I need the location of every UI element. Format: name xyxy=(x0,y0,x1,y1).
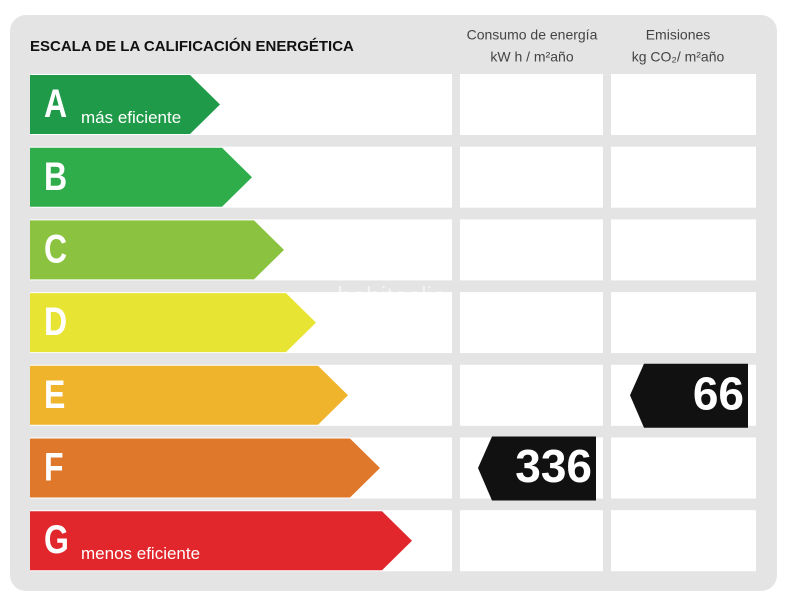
column-title: Consumo de energía xyxy=(467,27,598,43)
rating-arrow xyxy=(30,365,348,425)
value-text: 336 xyxy=(515,440,592,492)
value-tag xyxy=(630,363,748,428)
cell xyxy=(611,219,756,281)
cell xyxy=(460,146,603,208)
rating-letter: G xyxy=(44,517,69,562)
rating-arrow xyxy=(30,438,380,498)
cell xyxy=(611,437,756,499)
rating-letter: C xyxy=(44,226,67,271)
rating-label: menos eficiente xyxy=(81,544,200,563)
rating-letter: E xyxy=(44,371,65,416)
cell xyxy=(460,219,603,281)
cell xyxy=(460,510,603,572)
column-unit: kg CO₂/ m²año xyxy=(632,49,725,65)
rating-letter: F xyxy=(44,444,64,489)
rating-arrow xyxy=(30,293,316,353)
cell xyxy=(460,292,603,354)
rating-arrow xyxy=(30,75,220,134)
cell xyxy=(611,292,756,354)
column-title: Emisiones xyxy=(646,27,711,43)
column-unit: kW h / m²año xyxy=(490,49,573,65)
rating-letter: B xyxy=(44,153,67,198)
watermark: habitaclia xyxy=(337,281,447,311)
title: ESCALA DE LA CALIFICACIÓN ENERGÉTICA xyxy=(30,37,354,55)
rating-arrow xyxy=(30,511,412,571)
rating-arrow xyxy=(30,220,284,280)
rating-letter: D xyxy=(44,299,67,344)
rating-arrow xyxy=(30,147,252,207)
cell xyxy=(611,510,756,572)
value-text: 66 xyxy=(693,367,744,419)
rating-label: más eficiente xyxy=(81,108,181,127)
cell xyxy=(460,74,603,135)
value-tag xyxy=(478,436,596,501)
cell xyxy=(611,74,756,135)
cell xyxy=(460,364,603,426)
rating-letter: A xyxy=(44,81,67,126)
cell xyxy=(611,146,756,208)
